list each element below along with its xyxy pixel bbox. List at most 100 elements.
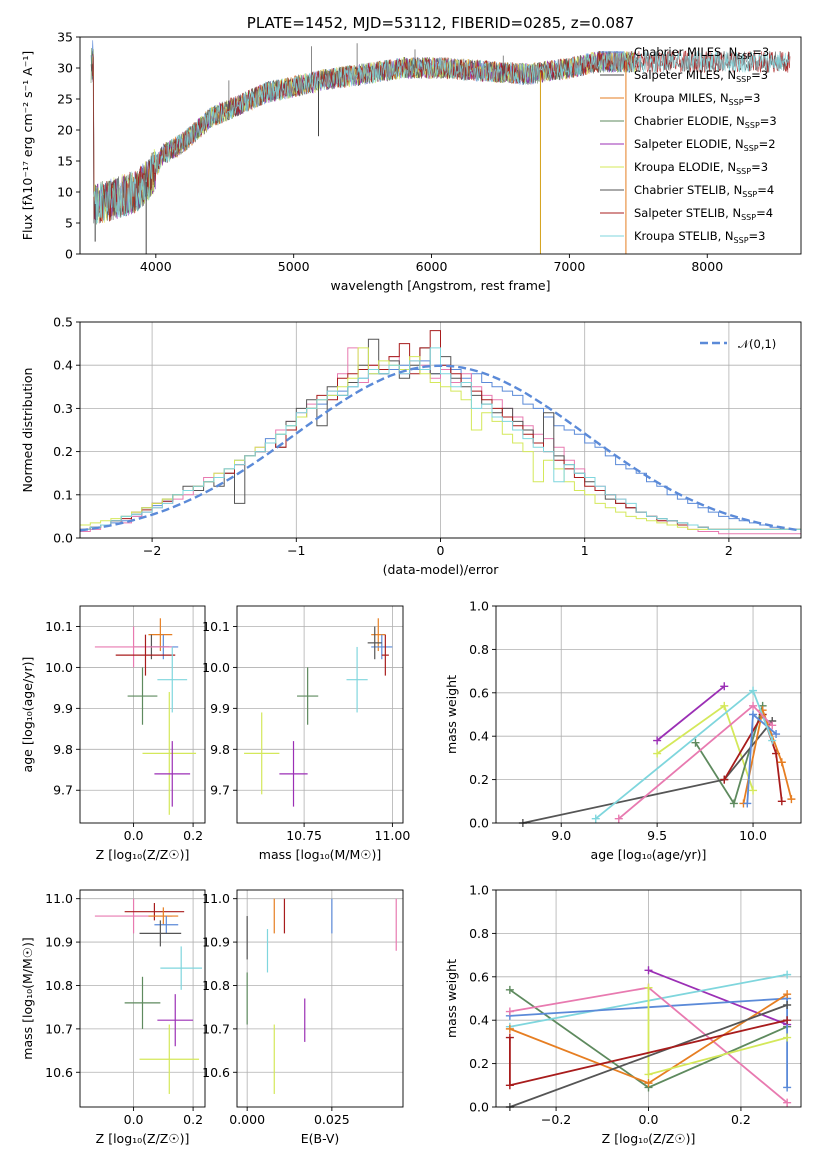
plus-marker bbox=[591, 814, 600, 823]
y-tick-label: 0.1 bbox=[53, 487, 73, 502]
legend-label: Kroupa STELIB, N bbox=[634, 229, 734, 243]
plus-marker bbox=[505, 1007, 514, 1016]
plus-marker bbox=[743, 799, 752, 808]
x-axis-label: mass [log₁₀(M/M☉)] bbox=[259, 847, 381, 862]
legend-suffix: =3 bbox=[751, 68, 768, 82]
legend-label: Chabrier STELIB, N bbox=[634, 183, 742, 197]
y-tick-label: 9.7 bbox=[210, 783, 230, 798]
y-tick-label: 10.8 bbox=[202, 978, 230, 993]
y-tick-label: 0.3 bbox=[53, 401, 73, 416]
y-tick-label: 11.0 bbox=[202, 891, 230, 906]
legend-entry: Chabrier STELIB, NSSP=4 bbox=[634, 183, 774, 199]
mass-vs-age-chart: 10.75 11.00 9.7 9.8 9.9 10.0 10.1 mass [log₁₀(M… bbox=[202, 605, 411, 862]
legend-subscript: SSP bbox=[745, 121, 760, 130]
series-line bbox=[656, 685, 725, 742]
legend-label: Chabrier MILES, N bbox=[634, 45, 737, 59]
plus-marker bbox=[783, 1001, 792, 1010]
y-tick-label: 0.2 bbox=[53, 444, 73, 459]
x-tick-label: 0.0 bbox=[124, 1112, 144, 1127]
plus-marker bbox=[749, 786, 758, 795]
legend-suffix: =3 bbox=[749, 229, 766, 243]
plus-marker bbox=[653, 736, 662, 745]
legend-subscript: SSP bbox=[742, 190, 757, 199]
x-axis-label: wavelength [Angstrom, rest frame] bbox=[330, 278, 550, 293]
plus-marker bbox=[749, 686, 758, 695]
legend-entry: Kroupa MILES, NSSP=3 bbox=[634, 91, 760, 107]
x-tick-label: −1 bbox=[287, 543, 305, 558]
x-tick-label: 0.2 bbox=[183, 828, 203, 843]
y-axis-label: age [log₁₀(age/yr)] bbox=[20, 657, 35, 773]
plus-marker bbox=[505, 1033, 514, 1042]
plus-marker bbox=[644, 966, 653, 975]
plus-marker bbox=[720, 775, 729, 784]
y-tick-label: 0.8 bbox=[469, 642, 489, 657]
y-axis-label: Flux [fλ10⁻¹⁷ erg cm⁻² s⁻¹ A⁻¹] bbox=[20, 51, 35, 240]
x-tick-label: 11.00 bbox=[375, 828, 411, 843]
plus-marker bbox=[614, 814, 623, 823]
legend-suffix: =2 bbox=[759, 137, 776, 151]
x-axis-label: age [log₁₀(age/yr)] bbox=[591, 847, 707, 862]
x-tick-label: 4000 bbox=[140, 259, 172, 274]
legend-subscript: SSP bbox=[737, 52, 752, 61]
y-tick-label: 0.0 bbox=[53, 531, 73, 546]
x-axis-label: (data-model)/error bbox=[383, 562, 500, 577]
legend-label: Chabrier ELODIE, N bbox=[634, 114, 745, 128]
x-tick-label: 10.0 bbox=[739, 828, 767, 843]
x-tick-label: 6000 bbox=[416, 259, 448, 274]
y-tick-label: 10.9 bbox=[202, 935, 230, 950]
y-tick-label: 0.4 bbox=[469, 1013, 489, 1028]
y-tick-label: 1.0 bbox=[469, 599, 489, 614]
legend-suffix: =4 bbox=[756, 206, 773, 220]
x-axis-label: E(B-V) bbox=[301, 1131, 340, 1146]
plus-marker bbox=[720, 682, 729, 691]
plot-frame bbox=[236, 605, 404, 824]
legend-suffix: =3 bbox=[760, 114, 777, 128]
x-tick-label: 0.0 bbox=[639, 1112, 659, 1127]
x-tick-label: 1 bbox=[581, 543, 589, 558]
x-tick-label: 0.2 bbox=[183, 1112, 203, 1127]
plot-frame bbox=[79, 889, 206, 1108]
legend-suffix: =3 bbox=[744, 91, 761, 105]
plot-frame bbox=[495, 605, 802, 824]
plus-marker bbox=[653, 749, 662, 758]
x-tick-label: 0.0 bbox=[124, 828, 144, 843]
y-tick-label: 0.2 bbox=[469, 1056, 489, 1071]
x-tick-label: 0 bbox=[437, 543, 445, 558]
x-tick-label: −0.2 bbox=[541, 1112, 571, 1127]
spectrum-series-group bbox=[90, 40, 791, 254]
z-vs-age-chart: 0.0 0.2 9.7 9.8 9.9 10.0 10.1 Z [log₁₀(Z/Z☉)] ag… bbox=[20, 605, 206, 862]
plus-marker bbox=[644, 1070, 653, 1079]
y-tick-label: 10.6 bbox=[45, 1065, 73, 1080]
y-tick-label: 35 bbox=[57, 30, 73, 45]
y-tick-label: 0.8 bbox=[469, 926, 489, 941]
legend-label: Salpeter STELIB, N bbox=[634, 206, 741, 220]
x-axis-label: Z [log₁₀(Z/Z☉)] bbox=[96, 847, 190, 862]
x-axis-label: Z [log₁₀(Z/Z☉)] bbox=[96, 1131, 190, 1146]
legend-suffix: =4 bbox=[757, 183, 774, 197]
legend-label: Kroupa MILES, N bbox=[634, 91, 729, 105]
y-tick-label: 10.0 bbox=[45, 660, 73, 675]
plus-marker bbox=[691, 738, 700, 747]
plus-marker bbox=[729, 799, 738, 808]
y-tick-label: 5 bbox=[65, 216, 73, 231]
y-tick-label: 10.6 bbox=[202, 1065, 230, 1080]
normal-curve bbox=[79, 364, 802, 532]
z-vs-weight-chart: −0.2 0.0 0.2 0.0 0.2 0.4 0.6 0.8 1.0 Z [log₁₀(Z/Z… bbox=[444, 883, 802, 1146]
plot-frame bbox=[236, 889, 404, 1108]
y-tick-label: 20 bbox=[57, 123, 73, 138]
legend-subscript: SSP bbox=[744, 144, 759, 153]
y-tick-label: 0.2 bbox=[469, 772, 489, 787]
plus-marker bbox=[768, 736, 777, 745]
plus-marker bbox=[772, 730, 781, 739]
legend-entry: Salpeter ELODIE, NSSP=2 bbox=[634, 137, 776, 153]
legend-subscript: SSP bbox=[729, 98, 744, 107]
plus-marker bbox=[783, 1033, 792, 1042]
x-tick-label: 7000 bbox=[553, 259, 585, 274]
plot-frame bbox=[79, 605, 206, 824]
ebv-vs-mass-chart: 0.000 0.025 10.6 10.7 10.8 10.9 11.0 E(B-V) bbox=[202, 889, 404, 1146]
z-vs-mass-chart: 0.0 0.2 10.6 10.7 10.8 10.9 11.0 Z [log₁₀(Z/Z☉)… bbox=[20, 889, 206, 1146]
series-line bbox=[509, 1004, 788, 1108]
plus-marker bbox=[644, 1079, 653, 1088]
